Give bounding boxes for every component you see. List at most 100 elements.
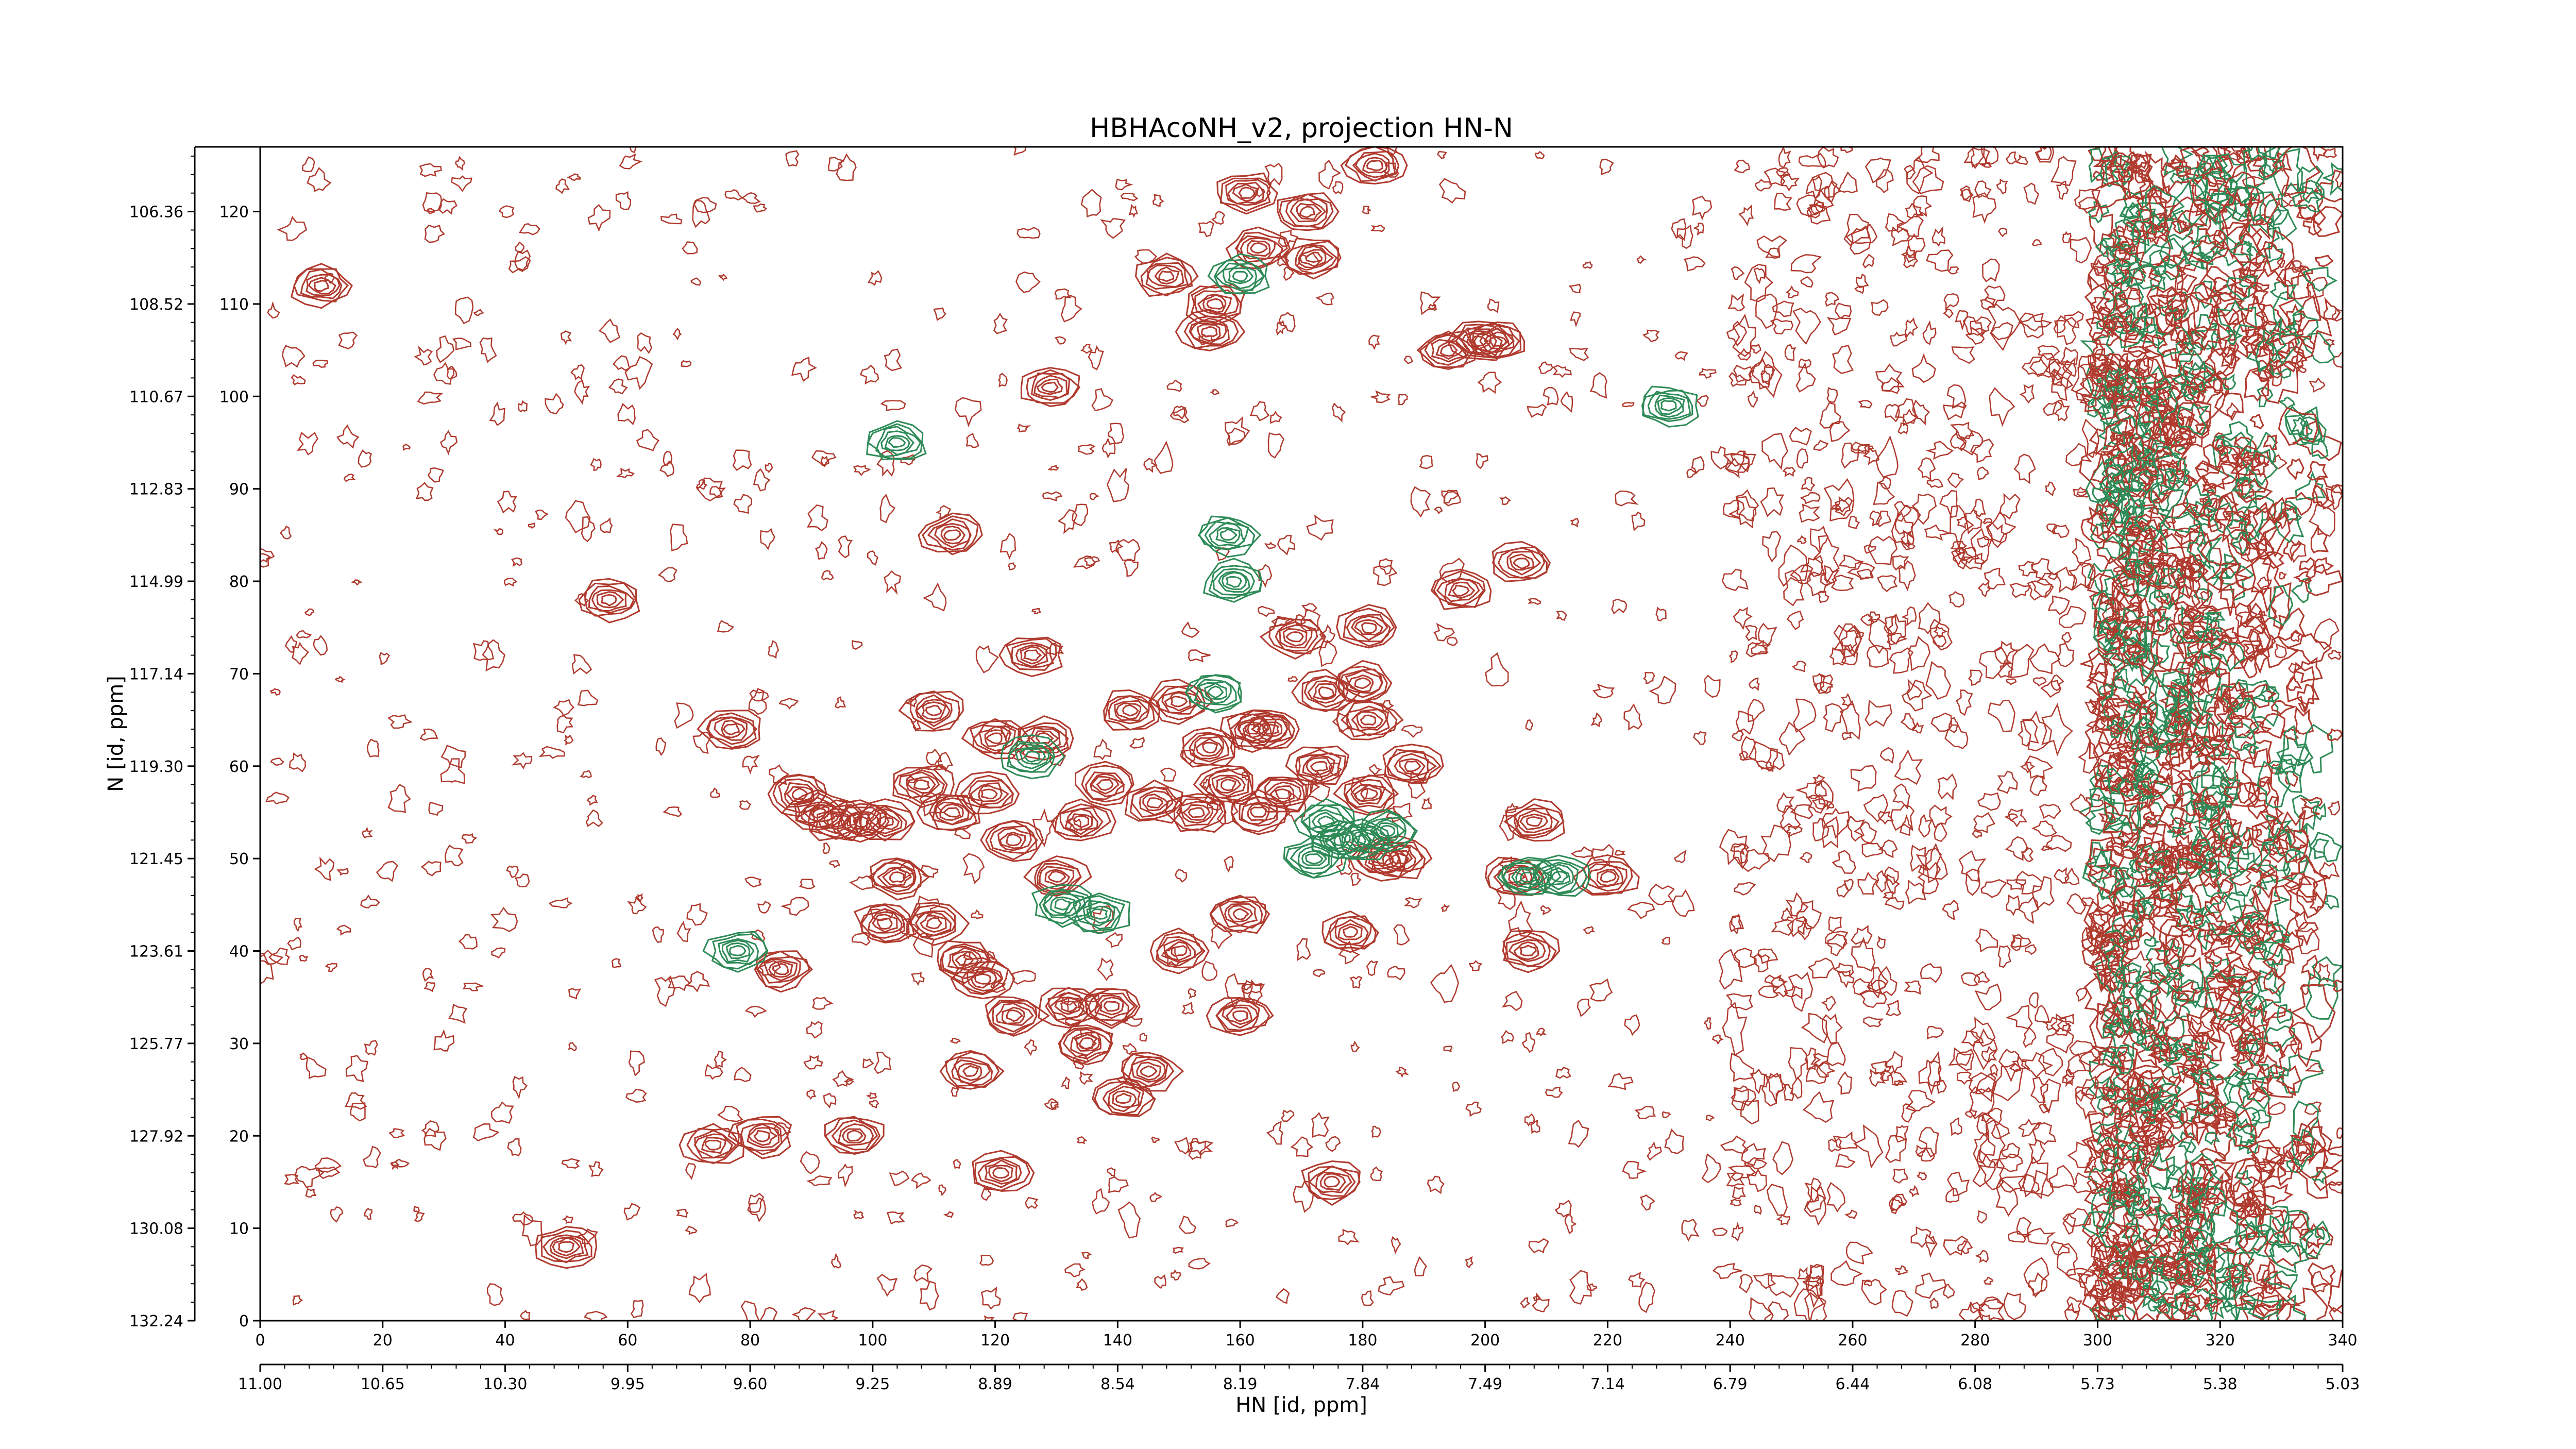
water-noise-contour: [2201, 765, 2241, 812]
noise-contour: [421, 1120, 439, 1137]
noise-contour: [423, 1127, 447, 1151]
water-noise-contour: [2249, 282, 2270, 293]
water-noise-contour: [2212, 432, 2226, 452]
noise-contour: [1543, 386, 1559, 406]
water-noise-contour: [2288, 1021, 2323, 1068]
noise-contour: [1735, 710, 1755, 735]
water-noise-contour: [2144, 385, 2178, 424]
noise-contour: [1331, 402, 1346, 423]
water-noise-contour: [2126, 264, 2163, 290]
noise-contour: [2031, 875, 2055, 909]
noise-contour: [2158, 1112, 2182, 1124]
positive-peak-level: [1218, 900, 1263, 929]
noise-contour: [1908, 635, 1931, 671]
noise-contour: [2066, 893, 2087, 915]
noise-contour: [576, 1228, 599, 1244]
positive-peak-level: [1229, 713, 1273, 744]
noise-contour: [2054, 566, 2078, 594]
noise-contour: [282, 345, 306, 368]
noise-contour: [1437, 150, 1447, 159]
noise-contour: [1730, 450, 1750, 467]
noise-contour: [1975, 971, 1990, 984]
positive-peak-level: [920, 915, 947, 933]
noise-contour: [1538, 361, 1553, 374]
noise-contour: [1906, 233, 1926, 258]
positive-peak-level: [957, 1063, 982, 1081]
positive-peak-level: [1299, 249, 1327, 267]
noise-contour: [1926, 1025, 1944, 1040]
noise-contour: [1885, 897, 1905, 910]
noise-contour: [2304, 1101, 2322, 1115]
positive-peak-level: [858, 804, 916, 842]
noise-contour: [2062, 1022, 2072, 1032]
negative-peak-level: [1039, 889, 1093, 924]
noise-contour: [1049, 745, 1066, 767]
water-noise-contour: [2299, 186, 2320, 204]
water-noise-contour: [2147, 870, 2187, 902]
water-noise-contour: [2092, 1122, 2123, 1146]
water-noise-contour: [2086, 503, 2122, 542]
positive-peak-level: [1340, 147, 1408, 185]
water-noise-contour: [2165, 308, 2183, 329]
positive-peak: [1336, 700, 1404, 740]
noise-contour: [2078, 1051, 2100, 1073]
positive-peak-level: [1360, 787, 1379, 800]
positive-peak-level: [1337, 923, 1363, 940]
noise-contour: [1173, 405, 1185, 420]
noise-contour: [1731, 915, 1742, 935]
water-noise-contour: [2105, 633, 2151, 670]
noise-contour: [1783, 569, 1805, 606]
noise-contour: [2062, 1073, 2075, 1084]
positive-peak-level: [1206, 997, 1274, 1036]
noise-contour: [1825, 931, 1849, 949]
noise-contour: [1622, 1160, 1647, 1179]
positive-peak-level: [1049, 997, 1085, 1020]
noise-contour: [2023, 1257, 2049, 1298]
water-noise-contour: [2109, 243, 2154, 286]
noise-contour: [884, 570, 901, 595]
negative-peak-level: [1541, 864, 1574, 890]
noise-contour: [1925, 1234, 1938, 1258]
noise-contour: [692, 199, 710, 228]
noise-contour: [364, 1039, 379, 1056]
positive-peak-level: [1508, 939, 1546, 963]
noise-contour: [1870, 1060, 1892, 1074]
noise-contour: [1772, 300, 1794, 317]
noise-contour: [1728, 372, 1747, 387]
water-noise-contour: [2250, 553, 2284, 613]
noise-contour: [2005, 644, 2035, 678]
positive-peak-level: [927, 518, 971, 551]
water-noise-contour: [2139, 1110, 2153, 1126]
water-noise-contour: [2081, 1211, 2115, 1238]
noise-contour: [1911, 353, 1936, 383]
noise-contour: [1143, 458, 1158, 473]
negative-peak-level: [1212, 568, 1256, 596]
water-noise-contour: [2123, 602, 2145, 629]
noise-contour: [1676, 225, 1693, 249]
positive-peak-level: [854, 798, 916, 840]
noise-contour: [732, 449, 752, 471]
noise-contour: [910, 1172, 931, 1189]
noise-contour: [834, 696, 846, 709]
positive-peak-level: [1362, 157, 1388, 174]
positive-peak-level: [1348, 674, 1374, 693]
noise-contour: [1296, 938, 1311, 962]
positive-peak-level: [1221, 778, 1236, 791]
noise-contour: [1980, 296, 1996, 310]
positive-peak-level: [1295, 244, 1338, 275]
positive-peak-level: [870, 857, 930, 901]
noise-contour: [660, 213, 683, 225]
water-noise-contour: [2291, 351, 2308, 368]
noise-contour: [493, 528, 504, 535]
noise-contour: [360, 894, 380, 909]
noise-contour: [1301, 603, 1317, 613]
water-noise-contour: [2243, 184, 2265, 222]
noise-contour: [1530, 1119, 1540, 1134]
noise-contour: [1540, 905, 1552, 916]
water-noise-contour: [2176, 1225, 2216, 1257]
noise-contour: [1891, 512, 1914, 549]
y-index-tick-label: 120: [219, 204, 249, 222]
noise-contour: [1664, 1128, 1684, 1154]
noise-contour: [867, 270, 883, 287]
noise-contour: [358, 449, 372, 468]
